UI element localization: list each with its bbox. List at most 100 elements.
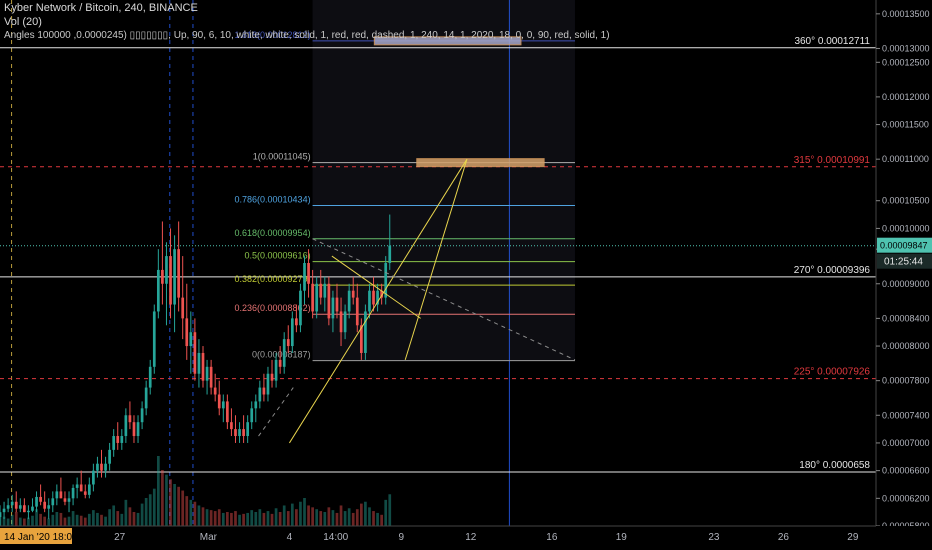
candle-body[interactable] bbox=[104, 463, 107, 471]
candle-body[interactable] bbox=[254, 401, 258, 409]
candle-body[interactable] bbox=[39, 496, 42, 502]
candle-body[interactable] bbox=[351, 290, 355, 298]
candle-body[interactable] bbox=[230, 422, 233, 430]
candle-body[interactable] bbox=[319, 283, 323, 298]
candle-body[interactable] bbox=[185, 318, 189, 347]
candle-body[interactable] bbox=[246, 422, 250, 437]
candle-body[interactable] bbox=[63, 498, 67, 502]
candle-body[interactable] bbox=[270, 373, 274, 381]
candle-body[interactable] bbox=[165, 256, 168, 284]
candle-body[interactable] bbox=[339, 311, 343, 333]
candle-body[interactable] bbox=[368, 290, 371, 312]
candle-body[interactable] bbox=[10, 501, 14, 506]
candle-body[interactable] bbox=[250, 408, 254, 423]
candle-body[interactable] bbox=[144, 387, 148, 409]
candle-body[interactable] bbox=[67, 498, 71, 502]
candle-body[interactable] bbox=[161, 269, 164, 284]
candle-body[interactable] bbox=[6, 505, 10, 509]
candle-body[interactable] bbox=[262, 387, 266, 395]
candle-body[interactable] bbox=[359, 325, 363, 353]
candle-body[interactable] bbox=[136, 422, 140, 437]
candle-body[interactable] bbox=[0, 512, 2, 518]
candle-body[interactable] bbox=[193, 332, 197, 374]
candle-body[interactable] bbox=[315, 283, 319, 312]
candle-body[interactable] bbox=[92, 470, 95, 485]
volume-indicator-label[interactable]: Vol (20) bbox=[4, 16, 42, 28]
candle-body[interactable] bbox=[2, 508, 6, 513]
candle-body[interactable] bbox=[238, 429, 241, 437]
candle-body[interactable] bbox=[376, 290, 379, 305]
candle-body[interactable] bbox=[286, 339, 290, 347]
candle-body[interactable] bbox=[43, 501, 47, 509]
fib-target-box[interactable] bbox=[373, 36, 522, 46]
candle-body[interactable] bbox=[213, 387, 217, 395]
candle-body[interactable] bbox=[295, 318, 298, 326]
candle-body[interactable] bbox=[35, 496, 38, 507]
candle-body[interactable] bbox=[388, 245, 392, 263]
candle-body[interactable] bbox=[23, 505, 26, 513]
candle-body[interactable] bbox=[51, 498, 55, 506]
candle-body[interactable] bbox=[55, 491, 59, 499]
candle-body[interactable] bbox=[96, 463, 99, 471]
trend-line[interactable] bbox=[331, 255, 421, 319]
candle-body[interactable] bbox=[31, 506, 34, 511]
candle-body[interactable] bbox=[124, 415, 128, 437]
candle-body[interactable] bbox=[311, 283, 314, 312]
candle-body[interactable] bbox=[156, 269, 160, 312]
candle-body[interactable] bbox=[335, 297, 339, 312]
candle-body[interactable] bbox=[181, 297, 185, 319]
trend-line[interactable] bbox=[312, 238, 576, 361]
candle-body[interactable] bbox=[152, 311, 156, 367]
candle-body[interactable] bbox=[290, 318, 294, 347]
symbol-title[interactable]: Kyber Network / Bitcoin, 240, BINANCE bbox=[4, 2, 198, 14]
candle-body[interactable] bbox=[347, 290, 351, 312]
candle-body[interactable] bbox=[209, 366, 213, 388]
fib-target-box[interactable] bbox=[416, 158, 545, 168]
candle-body[interactable] bbox=[128, 415, 132, 423]
candle-body[interactable] bbox=[140, 408, 144, 423]
candle-body[interactable] bbox=[83, 491, 87, 495]
candle-body[interactable] bbox=[327, 283, 331, 319]
candle-body[interactable] bbox=[355, 297, 359, 326]
candle-body[interactable] bbox=[299, 290, 302, 326]
candle-body[interactable] bbox=[59, 491, 63, 499]
candle-body[interactable] bbox=[116, 436, 120, 443]
candle-body[interactable] bbox=[274, 359, 278, 381]
candle-body[interactable] bbox=[173, 249, 176, 305]
candle-body[interactable] bbox=[278, 359, 282, 367]
candle-body[interactable] bbox=[75, 484, 79, 488]
candle-body[interactable] bbox=[343, 311, 347, 333]
candle-body[interactable] bbox=[201, 352, 205, 381]
candle-body[interactable] bbox=[221, 401, 225, 409]
date-badge[interactable] bbox=[0, 528, 72, 544]
candle-body[interactable] bbox=[132, 422, 136, 437]
candle-body[interactable] bbox=[364, 311, 367, 353]
candle-body[interactable] bbox=[226, 401, 229, 423]
candle-body[interactable] bbox=[148, 366, 152, 388]
candle-body[interactable] bbox=[217, 394, 221, 409]
candle-body[interactable] bbox=[18, 505, 22, 509]
candle-body[interactable] bbox=[71, 487, 75, 499]
candle-body[interactable] bbox=[266, 373, 270, 395]
candle-body[interactable] bbox=[372, 290, 375, 305]
candle-body[interactable] bbox=[100, 463, 103, 471]
trend-line[interactable] bbox=[258, 387, 294, 437]
candle-body[interactable] bbox=[282, 339, 286, 367]
candle-body[interactable] bbox=[303, 263, 306, 291]
candle-body[interactable] bbox=[384, 263, 388, 298]
candle-body[interactable] bbox=[323, 283, 327, 298]
candle-body[interactable] bbox=[79, 484, 83, 492]
candle-body[interactable] bbox=[234, 429, 237, 437]
candle-body[interactable] bbox=[169, 256, 172, 305]
candle-body[interactable] bbox=[112, 436, 116, 450]
candle-body[interactable] bbox=[108, 449, 111, 464]
candle-body[interactable] bbox=[14, 501, 18, 509]
candle-body[interactable] bbox=[177, 249, 180, 298]
candle-body[interactable] bbox=[258, 387, 262, 402]
candle-body[interactable] bbox=[189, 332, 193, 347]
current-price-badge[interactable] bbox=[877, 237, 932, 253]
candle-body[interactable] bbox=[87, 484, 91, 495]
candle-body[interactable] bbox=[380, 290, 383, 298]
